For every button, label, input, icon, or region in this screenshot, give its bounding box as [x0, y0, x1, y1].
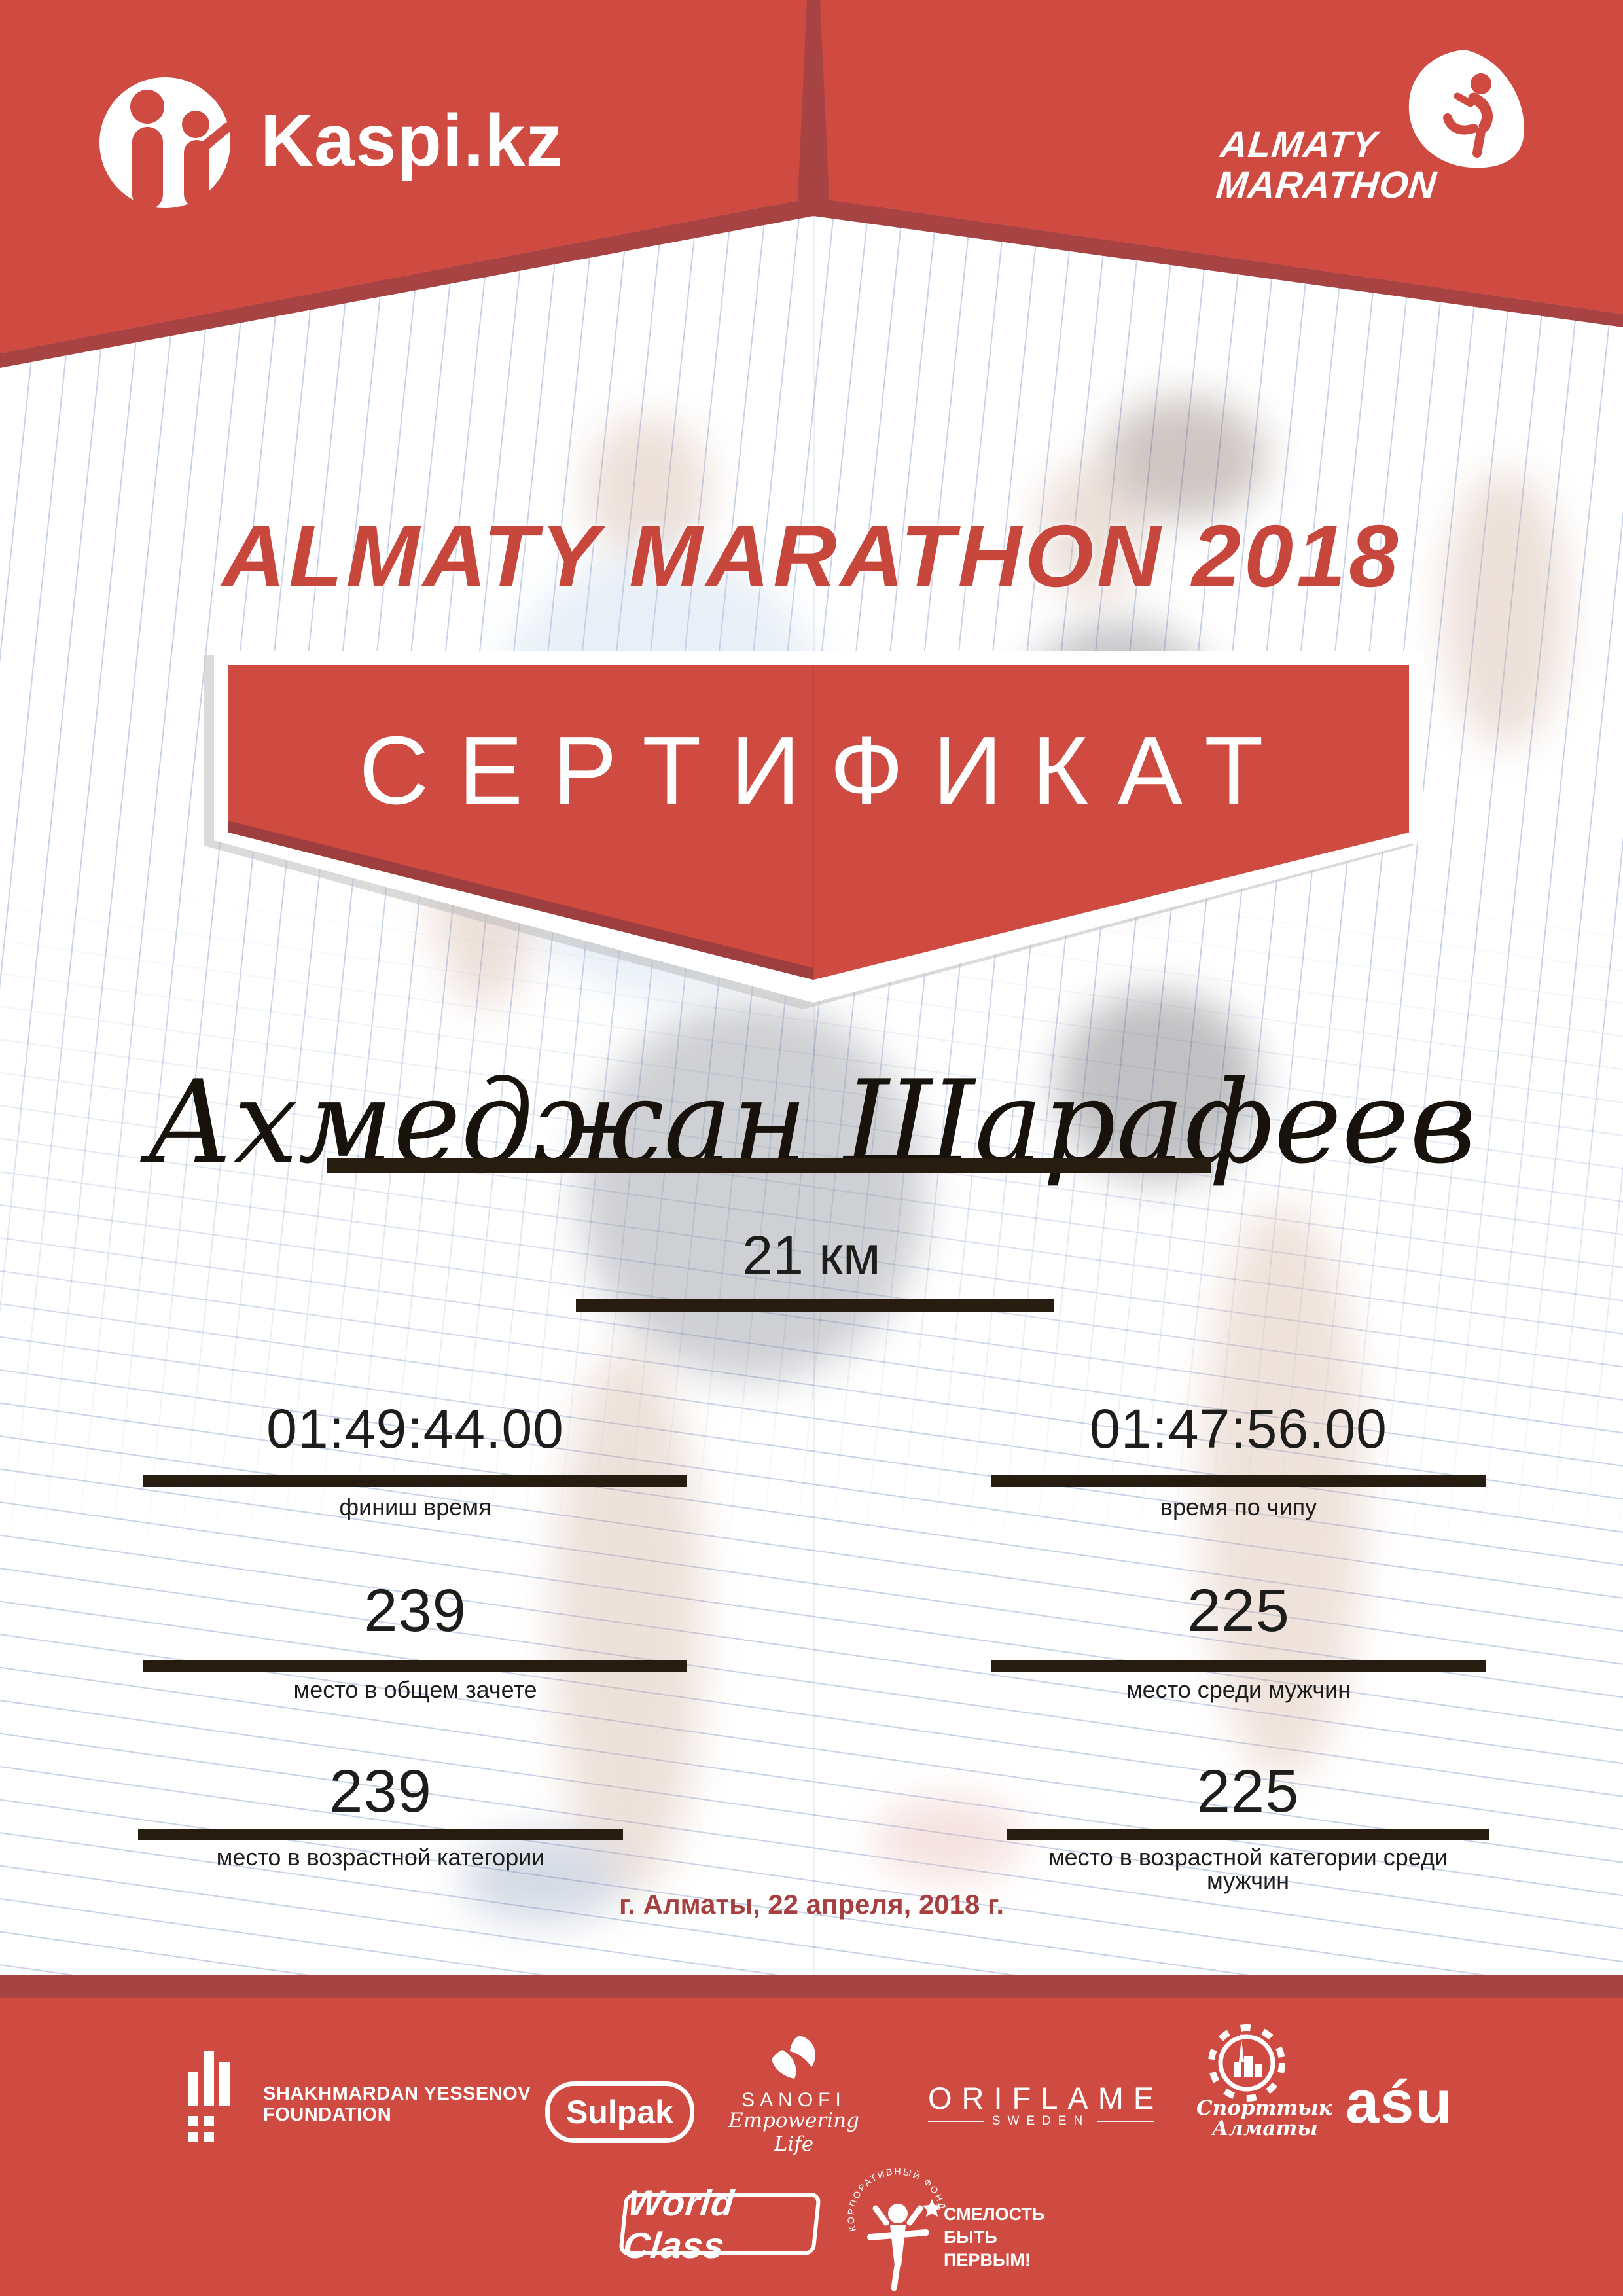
sponsor-sanofi-tagline: Empowering Life	[728, 2109, 859, 2156]
stat-chip-time: 01:47:56.00 время по чипу	[991, 1401, 1486, 1519]
sponsor-sanofi-text: SANOFI	[741, 2089, 846, 2111]
sponsor-sulpak-text: Sulpak	[566, 2094, 673, 2130]
overall-place-label: место в общем зачете	[293, 1676, 537, 1703]
header-ribbon	[0, 0, 1623, 368]
chip-time-value: 01:47:56.00	[1090, 1398, 1387, 1460]
oriflame-left-dash	[928, 2121, 984, 2122]
date-location: г. Алматы, 22 апреля, 2018 г.	[619, 1889, 1004, 1920]
distance-value: 21 км	[742, 1225, 881, 1286]
sport-almaty-emblem-icon	[1208, 2024, 1285, 2102]
age-gender-place-label: место в возрастной категории среди мужчи…	[1048, 1844, 1448, 1894]
age-place-bar	[138, 1829, 623, 1840]
kaspi-logo-icon	[99, 77, 232, 209]
chip-time-label: время по чипу	[1160, 1494, 1317, 1520]
fund-runner-icon: КОРПОРАТИВНЫЙ ФОНД	[846, 2166, 947, 2291]
gender-place-bar	[991, 1660, 1486, 1672]
oriflame-right-dash	[1097, 2121, 1154, 2122]
fund-motto-line2: БЫТЬ	[944, 2227, 997, 2247]
certificate-banner	[204, 651, 1423, 1009]
fund-motto-line1: СМЕЛОСТЬ	[944, 2204, 1045, 2224]
stat-overall-place: 239 место в общем зачете	[143, 1581, 687, 1702]
overall-place-value: 239	[364, 1577, 467, 1644]
almaty-marathon-logo-line2: MARATHON	[1214, 164, 1439, 206]
kaspi-logo-text: Kaspi.kz	[260, 99, 563, 181]
sponsor-fund-motto: СМЕЛОСТЬ БЫТЬ ПЕРВЫМ!	[944, 2203, 1044, 2272]
banner-title: СЕРТИФИКАТ	[359, 717, 1293, 825]
gender-place-label: место среди мужчин	[1126, 1676, 1351, 1703]
sponsor-sport-almaty-line1: Спорттык	[1196, 2096, 1332, 2120]
sponsor-world-class-text: World Class	[621, 2182, 737, 2266]
age-place-value: 239	[329, 1758, 432, 1825]
distance-underline-bar	[576, 1299, 1054, 1312]
fund-motto-line3: ПЕРВЫМ!	[944, 2250, 1031, 2270]
event-title: ALMATY MARATHON 2018	[221, 507, 1402, 605]
stat-age-gender-place: 225 место в возрастной категории среди м…	[1007, 1761, 1489, 1893]
chip-time-bar	[991, 1475, 1486, 1487]
footer-dark-stripe	[0, 1975, 1623, 1998]
yessenov-foundation-icon	[188, 2051, 230, 2142]
sponsor-sport-almaty-line2: Алматы	[1212, 2117, 1318, 2140]
sponsor-yessenov-line2: FOUNDATION	[263, 2104, 392, 2125]
almaty-marathon-logo-icon	[1408, 50, 1525, 168]
sanofi-bird-icon	[772, 2036, 815, 2079]
gender-place-value: 225	[1187, 1577, 1290, 1644]
name-underline-bar	[327, 1158, 1211, 1173]
stat-gender-place: 225 место среди мужчин	[991, 1581, 1486, 1702]
stat-finish-time: 01:49:44.00 финиш время	[143, 1401, 687, 1519]
banner-inner-shadow-edge	[228, 821, 813, 980]
sponsor-asu-text: aśu	[1346, 2069, 1454, 2136]
finish-time-bar	[143, 1475, 687, 1487]
finish-time-value: 01:49:44.00	[266, 1398, 564, 1460]
almaty-marathon-logo-line1: ALMATY	[1218, 124, 1380, 166]
age-gender-place-value: 225	[1196, 1758, 1300, 1825]
header-center-fold-needle	[798, 0, 829, 217]
sponsor-icons-layer: КОРПОРАТИВНЫЙ ФОНД	[188, 2024, 1285, 2291]
sponsor-sulpak-logo: Sulpak	[545, 2081, 694, 2143]
sponsor-oriflame-subtext: SWEDEN	[991, 2114, 1090, 2128]
stat-age-place: 239 место в возрастной категории	[138, 1761, 623, 1869]
age-place-label: место в возрастной категории	[216, 1844, 545, 1871]
sponsor-yessenov-line1: SHAKHMARDAN YESSENOV	[263, 2083, 531, 2104]
sponsor-oriflame-text: ORIFLAME	[928, 2081, 1164, 2115]
finish-time-label: финиш время	[339, 1494, 491, 1520]
sponsor-world-class-logo: World Class	[618, 2182, 822, 2266]
age-gender-place-bar	[1007, 1829, 1489, 1840]
sponsor-oriflame-subtext-row: SWEDEN	[928, 2114, 1154, 2128]
almaty-marathon-logo-text: ALMATY MARATHON	[1214, 124, 1442, 206]
overall-place-bar	[143, 1660, 687, 1672]
fund-star-icon	[923, 2199, 941, 2217]
